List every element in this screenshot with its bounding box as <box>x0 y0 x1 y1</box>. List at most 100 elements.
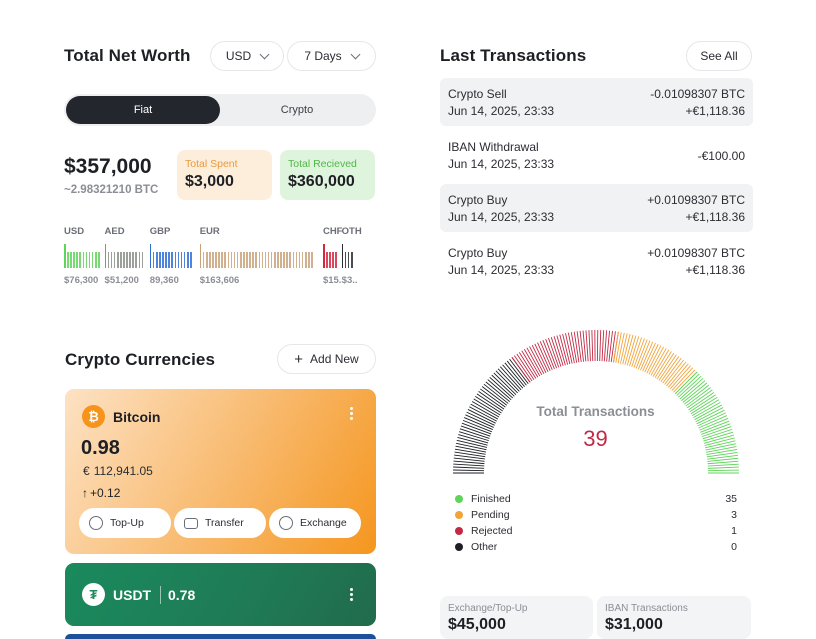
kebab-menu-icon[interactable] <box>350 588 353 601</box>
legend-item-finished: Finished 35 <box>455 491 737 507</box>
iban-transactions-value: $31,000 <box>605 616 663 633</box>
exchange-button[interactable]: Exchange <box>269 508 361 538</box>
kebab-menu-icon[interactable] <box>350 407 353 420</box>
total-spent-value: $3,000 <box>185 173 234 190</box>
legend-label: Finished <box>471 493 511 505</box>
bitcoin-fiat-value: 112,941.05 <box>93 464 153 478</box>
gauge-segment-finished <box>674 371 739 474</box>
currency-label-oth: OTH <box>341 226 362 237</box>
transaction-date: Jun 14, 2025, 23:33 <box>448 157 555 171</box>
total-received-box: Total Recieved $360,000 <box>280 150 375 200</box>
bitcoin-fiat-row: € 112,941.05 <box>83 464 153 478</box>
currency-bar-oth <box>341 244 356 268</box>
transaction-amount-crypto: +0.01098307 BTC <box>647 246 745 260</box>
period-select[interactable]: 7 Days <box>287 41 376 71</box>
gauge-total: 39 <box>583 426 608 451</box>
transaction-date: Jun 14, 2025, 23:33 <box>448 263 555 277</box>
currency-bar-gbp <box>149 244 198 268</box>
toggle-crypto[interactable]: Crypto <box>280 104 314 116</box>
transfer-icon <box>184 517 198 529</box>
currency-bar-usd <box>64 244 103 268</box>
transaction-row[interactable]: IBAN Withdrawal Jun 14, 2025, 23:33 -€10… <box>440 131 753 179</box>
legend-dot <box>455 511 463 519</box>
euro-icon: € <box>83 464 90 478</box>
toggle-fiat[interactable]: Fiat <box>66 96 220 124</box>
transaction-row[interactable]: Crypto Sell Jun 14, 2025, 23:33 -0.01098… <box>440 78 753 126</box>
plus-icon: + <box>294 350 304 368</box>
usdt-divider <box>160 586 161 604</box>
transaction-type: Crypto Buy <box>448 193 508 207</box>
transactions-title: Last Transactions <box>440 46 587 65</box>
legend-item-rejected: Rejected 1 <box>455 523 737 539</box>
exchange-topup-card[interactable]: Exchange/Top-Up $45,000 <box>440 596 593 639</box>
currency-label-gbp: GBP <box>149 226 171 237</box>
legend-item-pending: Pending 3 <box>455 507 737 523</box>
exchange-label: Exchange <box>300 517 347 529</box>
net-worth-amount: $357,000 <box>64 155 152 178</box>
currency-distribution: USD $76,300 AED $51,200 GBP 89,360 EUR $163,606… <box>64 226 376 291</box>
iban-transactions-card[interactable]: IBAN Transactions $31,000 <box>597 596 751 639</box>
next-crypto-card[interactable] <box>65 634 376 639</box>
gauge-segment-rejected <box>511 330 619 383</box>
legend-item-other: Other 0 <box>455 539 737 555</box>
transaction-row[interactable]: Crypto Buy Jun 14, 2025, 23:33 +0.010983… <box>440 184 753 232</box>
usdt-amount: 0.78 <box>168 587 196 603</box>
legend-dot <box>455 527 463 535</box>
usdt-card[interactable]: ₮ USDT 0.78 <box>65 563 376 626</box>
currency-label-chf: CHF <box>322 226 343 237</box>
currency-select[interactable]: USD <box>210 41 284 71</box>
exchange-topup-label: Exchange/Top-Up <box>448 603 528 614</box>
transaction-amount-fiat: +€1,118.36 <box>685 210 745 224</box>
bitcoin-amount: 0.98 <box>81 437 120 459</box>
currency-value-chf: $15. <box>322 275 342 286</box>
currency-label-usd: USD <box>64 226 85 237</box>
bitcoin-card[interactable]: ₿ Bitcoin 0.98 € 112,941.05 ↑ +0.12 Top-… <box>65 389 376 554</box>
see-all-button[interactable]: See All <box>686 41 752 71</box>
legend-count: 3 <box>731 509 737 521</box>
legend-dot <box>455 495 463 503</box>
currency-value-gbp: 89,360 <box>149 275 179 286</box>
transaction-amount-fiat: -€100.00 <box>697 149 745 163</box>
currency-value-oth: $3.. <box>341 275 358 286</box>
total-spent-box: Total Spent $3,000 <box>177 150 272 200</box>
bitcoin-change-row: ↑ +0.12 <box>82 486 120 500</box>
currency-value-eur: $163,606 <box>199 275 240 286</box>
transaction-row[interactable]: Crypto Buy Jun 14, 2025, 23:33 +0.010983… <box>440 237 753 285</box>
top-up-icon <box>89 516 103 530</box>
total-spent-label: Total Spent <box>185 158 238 170</box>
legend-label: Other <box>471 541 498 553</box>
bitcoin-change-value: +0.12 <box>90 486 121 500</box>
transaction-amount-crypto: -0.01098307 BTC <box>650 87 745 101</box>
top-up-label: Top-Up <box>110 517 144 529</box>
legend-label: Rejected <box>471 525 513 537</box>
add-new-button[interactable]: + Add New <box>277 344 376 374</box>
usdt-name: USDT <box>113 587 152 603</box>
currency-bar-aed <box>104 244 148 268</box>
bitcoin-icon: ₿ <box>82 405 105 428</box>
exchange-topup-value: $45,000 <box>448 616 506 633</box>
chevron-down-icon <box>259 49 270 59</box>
legend-dot <box>455 543 463 551</box>
crypto-currencies-title: Crypto Currencies <box>65 350 216 369</box>
currency-value-aed: $51,200 <box>104 275 139 286</box>
net-worth-title: Total Net Worth <box>64 46 191 65</box>
tether-icon: ₮ <box>82 583 105 606</box>
currency-label-eur: EUR <box>199 226 220 237</box>
transfer-button[interactable]: Transfer <box>174 508 266 538</box>
currency-select-value: USD <box>225 49 252 63</box>
transaction-date: Jun 14, 2025, 23:33 <box>448 210 555 224</box>
legend-count: 0 <box>731 541 737 553</box>
fiat-crypto-toggle: Fiat Crypto <box>64 94 376 126</box>
chevron-down-icon <box>350 49 361 59</box>
bitcoin-name: Bitcoin <box>113 409 161 425</box>
add-new-label: Add New <box>310 352 359 366</box>
legend-count: 1 <box>731 525 737 537</box>
iban-transactions-label: IBAN Transactions <box>605 603 688 614</box>
top-up-button[interactable]: Top-Up <box>79 508 171 538</box>
transaction-type: Crypto Sell <box>448 87 507 101</box>
arrow-up-icon: ↑ <box>82 486 88 500</box>
total-received-value: $360,000 <box>288 173 355 190</box>
period-select-value: 7 Days <box>304 49 342 63</box>
transfer-label: Transfer <box>205 517 244 529</box>
transaction-amount-crypto: +0.01098307 BTC <box>647 193 745 207</box>
